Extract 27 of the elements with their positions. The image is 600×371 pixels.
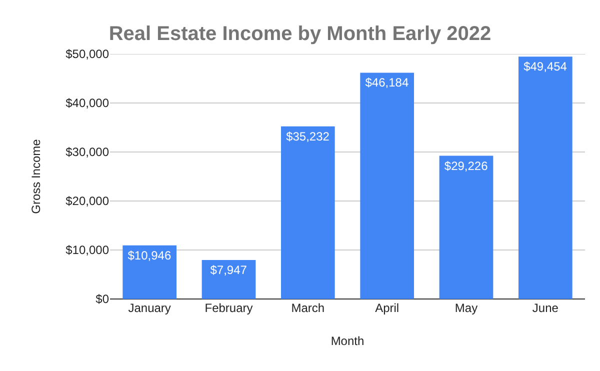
y-tick-label: $50,000 [66,47,110,62]
y-tick-label: $0 [96,292,110,306]
x-tick-label: May [454,301,478,315]
x-tick-label: February [204,301,253,315]
x-tick-label: January [128,301,171,315]
bar [518,56,572,299]
bar [281,126,335,299]
y-tick-label: $20,000 [66,194,110,208]
x-tick-label: June [532,301,559,315]
bar [439,156,494,299]
chart-title: Real Estate Income by Month Early 2022 [108,22,492,45]
y-tick-label: $30,000 [66,145,110,160]
x-tick-label: March [291,301,325,315]
bar [122,245,176,299]
data-label: $46,184 [365,76,409,90]
y-tick-label: $10,000 [66,243,110,258]
y-axis-title: Gross Income [28,138,43,214]
x-axis-title: Month [330,334,364,348]
bar [202,260,256,299]
bar [360,72,414,299]
data-label: $35,232 [286,129,330,144]
data-label: $7,947 [210,263,248,278]
data-label: $49,454 [524,60,568,74]
data-label: $29,226 [444,158,488,173]
x-tick-label: April [375,301,400,315]
y-tick-label: $40,000 [66,96,110,110]
data-label: $10,946 [128,248,172,262]
